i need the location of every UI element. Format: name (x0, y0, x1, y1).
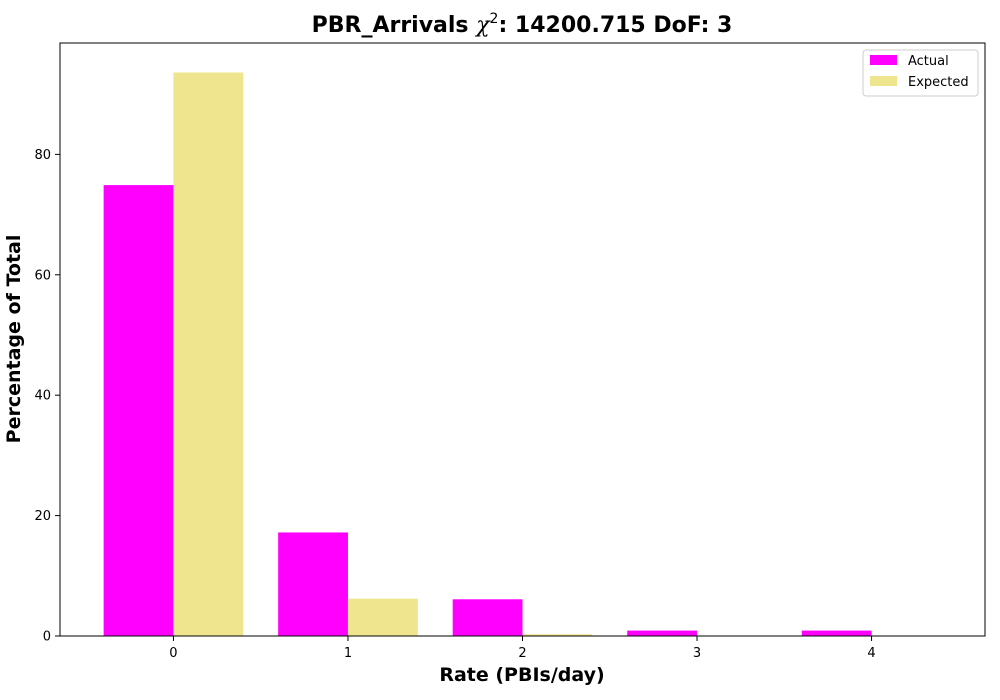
bars-group (103, 72, 872, 636)
legend-swatch-actual (870, 55, 897, 65)
bar-actual-2 (452, 599, 523, 636)
legend: Actual Expected (862, 49, 979, 97)
x-axis-ticks: 0 1 2 3 4 (169, 636, 876, 661)
bar-expected-2 (522, 634, 593, 636)
legend-label-actual: Actual (908, 54, 949, 69)
y-tick-label-0: 0 (43, 630, 51, 645)
chart-title-chi: χ (474, 13, 491, 38)
y-tick-label-40: 40 (34, 389, 51, 404)
x-tick-label-1: 1 (344, 646, 352, 661)
y-axis-label: Percentage of Total (3, 235, 25, 444)
y-tick-label-60: 60 (34, 268, 51, 283)
chart-title: PBR_Arrivals χ2: 14200.715 DoF: 3 (312, 11, 733, 38)
x-axis-label: Rate (PBIs/day) (439, 664, 604, 686)
chart-title-superscript: 2 (490, 11, 499, 27)
x-tick-label-3: 3 (693, 646, 701, 661)
bar-actual-4 (801, 630, 872, 636)
x-tick-label-4: 4 (867, 646, 875, 661)
y-tick-label-80: 80 (34, 148, 51, 163)
x-tick-label-2: 2 (518, 646, 526, 661)
legend-swatch-expected (870, 76, 897, 86)
chart-title-suffix: : 14200.715 DoF: 3 (498, 13, 732, 38)
y-tick-label-20: 20 (34, 509, 51, 524)
bar-actual-0 (103, 185, 174, 636)
chart-title-prefix: PBR_Arrivals (312, 13, 477, 38)
y-axis-ticks: 0 20 40 60 80 (34, 148, 60, 645)
x-tick-label-0: 0 (169, 646, 177, 661)
bar-actual-3 (627, 630, 698, 636)
bar-expected-1 (347, 598, 418, 636)
bar-actual-1 (278, 532, 348, 636)
legend-label-expected: Expected (908, 75, 969, 90)
bar-expected-0 (173, 72, 244, 636)
